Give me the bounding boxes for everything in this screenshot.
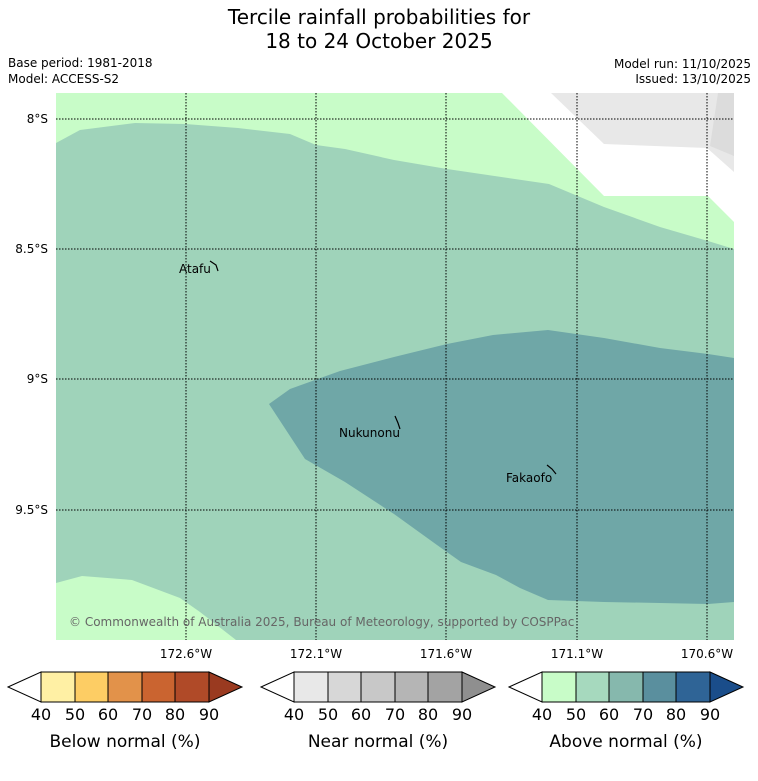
colorbar-tick: 40	[284, 705, 304, 724]
place-label-atafu: Atafu	[179, 262, 211, 276]
lon-label: 170.6°W	[681, 647, 733, 661]
colorbar-swatch	[427, 671, 463, 703]
colorbar-swatch	[293, 671, 329, 703]
base-period: Base period: 1981-2018	[8, 56, 153, 70]
colorbar-swatch	[174, 671, 210, 703]
colorbar-above-normal	[507, 671, 745, 703]
colorbar-tick: 60	[98, 705, 118, 724]
colorbar-tick: 40	[31, 705, 51, 724]
gridlines	[56, 93, 734, 640]
model-run: Model run: 11/10/2025	[613, 57, 751, 71]
colorbar-extend-high	[461, 671, 497, 703]
title-line-1: Tercile rainfall probabilities for	[227, 5, 531, 29]
colorbar-swatch	[642, 671, 677, 703]
colorbar-tick: 40	[532, 705, 552, 724]
colorbar-extend-low	[259, 671, 295, 703]
colorbar-swatch	[608, 671, 644, 703]
colorbar-extend-low	[6, 671, 42, 703]
model-name: Model: ACCESS-S2	[8, 72, 120, 86]
colorbar-title-near: Near normal (%)	[308, 732, 448, 752]
nukunonu-island-icon	[394, 415, 401, 430]
colorbar-tick: 60	[599, 705, 619, 724]
above-60-region	[269, 330, 734, 604]
fakaofo-island-icon	[546, 464, 557, 475]
colorbar-tick: 80	[666, 705, 686, 724]
colorbar-tick: 80	[165, 705, 185, 724]
colorbar-title-above: Above normal (%)	[549, 732, 702, 752]
lon-label: 171.1°W	[551, 647, 603, 661]
colorbar-tick: 50	[566, 705, 586, 724]
lat-label: 8°S	[27, 112, 48, 126]
colorbar-near-normal	[259, 671, 497, 703]
colorbar-tick: 90	[700, 705, 720, 724]
colorbar-tick: 50	[65, 705, 85, 724]
atafu-island-icon	[209, 260, 219, 272]
colorbar-extend-high	[709, 671, 745, 703]
issued-date: Issued: 13/10/2025	[635, 72, 751, 86]
lat-label: 9.5°S	[15, 503, 48, 517]
colorbar-title-below: Below normal (%)	[50, 732, 201, 752]
colorbar-tick: 70	[633, 705, 653, 724]
colorbar-tick: 90	[452, 705, 472, 724]
lon-label: 172.1°W	[290, 647, 342, 661]
lon-label: 171.6°W	[420, 647, 472, 661]
colorbar-tick: 70	[132, 705, 152, 724]
lat-label: 9°S	[27, 372, 48, 386]
colorbar-swatch	[40, 671, 76, 703]
colorbar-below-normal	[6, 671, 244, 703]
colorbar-swatch	[575, 671, 610, 703]
colorbar-swatch	[394, 671, 429, 703]
lat-label: 8.5°S	[15, 242, 48, 256]
colorbar-swatch	[107, 671, 143, 703]
near-normal-region	[551, 93, 734, 172]
colorbar-tick: 90	[199, 705, 219, 724]
colorbar-tick: 60	[351, 705, 371, 724]
island-outlines	[209, 260, 557, 475]
colorbar-swatch	[74, 671, 109, 703]
colorbar-swatch	[141, 671, 176, 703]
lon-label: 172.6°W	[160, 647, 212, 661]
place-label-fakaofo: Fakaofo	[506, 471, 552, 485]
colorbar-swatch	[541, 671, 577, 703]
title-line-2: 18 to 24 October 2025	[265, 29, 493, 53]
colorbar-swatch	[675, 671, 711, 703]
colorbar-extend-high	[208, 671, 244, 703]
near-normal-50-region	[710, 93, 734, 156]
colorbar-tick: 80	[418, 705, 438, 724]
colorbar-tick: 70	[385, 705, 405, 724]
colorbar-swatch	[327, 671, 362, 703]
map-area	[56, 93, 734, 640]
copyright-notice: © Commonwealth of Australia 2025, Bureau…	[69, 615, 574, 629]
colorbar-tick: 50	[318, 705, 338, 724]
place-label-nukunonu: Nukunonu	[339, 426, 400, 440]
colorbar-swatch	[360, 671, 396, 703]
colorbar-extend-low	[507, 671, 543, 703]
